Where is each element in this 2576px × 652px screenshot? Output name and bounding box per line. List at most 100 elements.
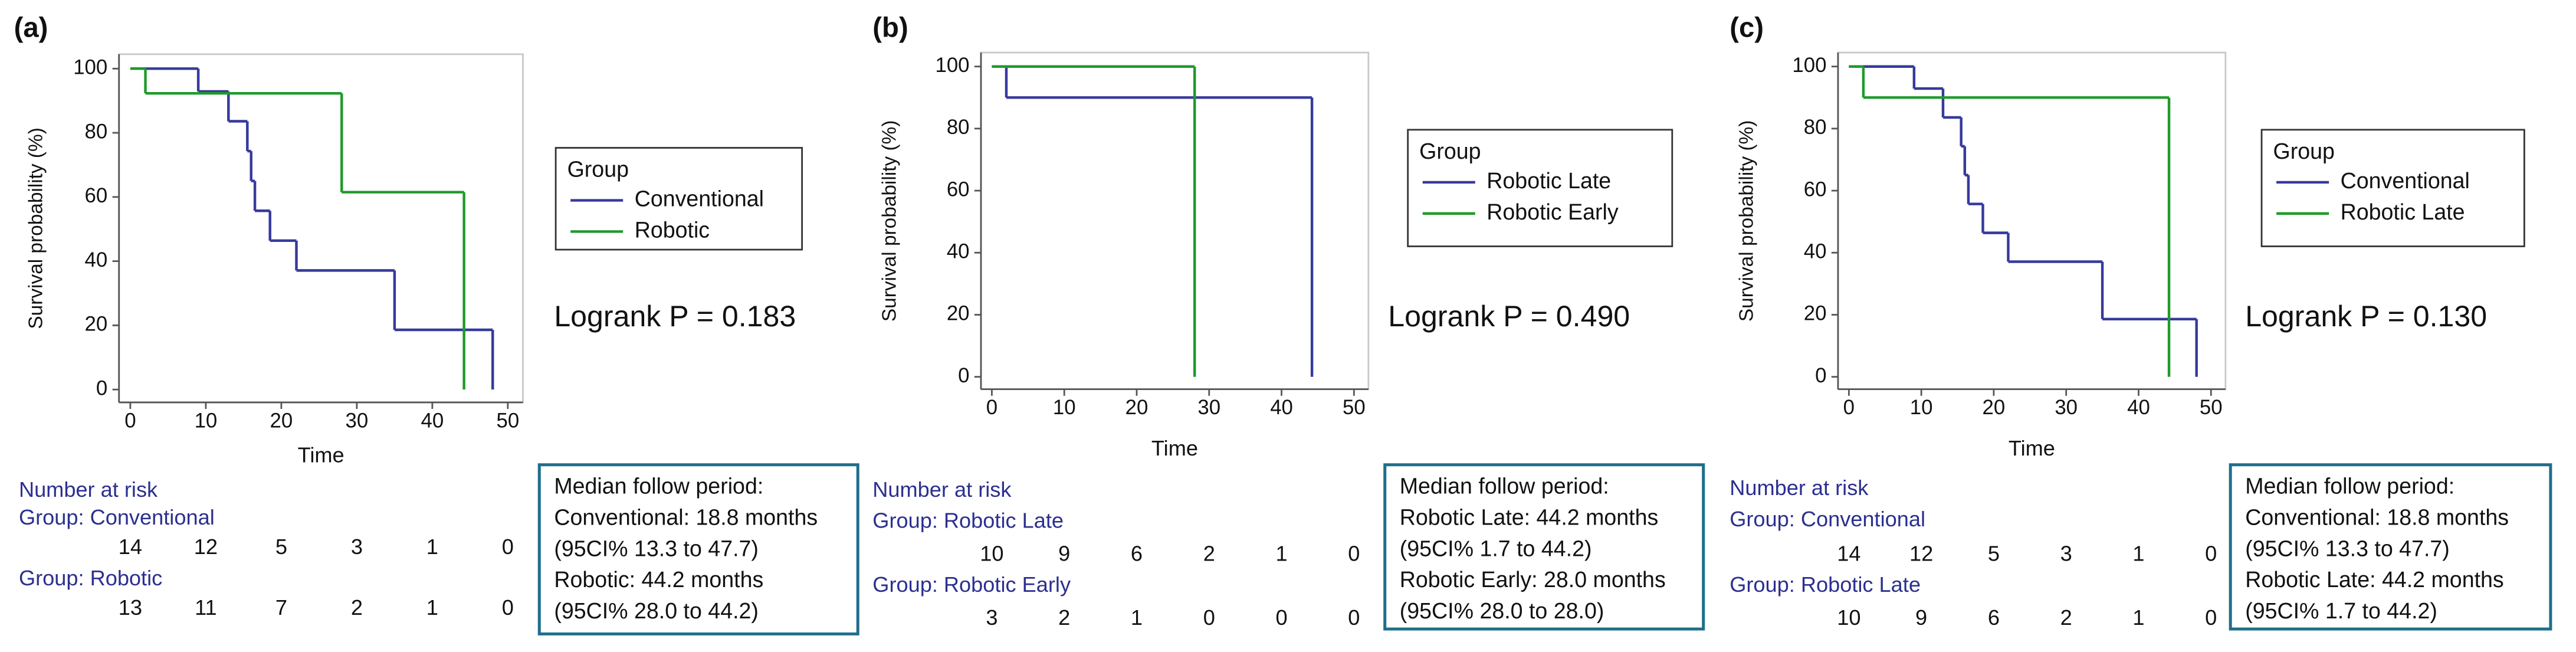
- median-line: Robotic Late: 44.2 months: [2245, 567, 2503, 592]
- legend-label: Robotic Early: [1486, 199, 1619, 224]
- y-tick-label: 0: [1815, 365, 1826, 387]
- y-tick-label: 100: [1792, 54, 1826, 77]
- median-line: (95CI% 13.3 to 47.7): [554, 536, 759, 561]
- risk-count: 9: [1058, 541, 1070, 565]
- risk-count: 0: [2205, 605, 2217, 630]
- risk-count: 2: [351, 595, 363, 620]
- plot-frame: [1837, 51, 2227, 391]
- risk-group-label: Group: Robotic Early: [872, 572, 1071, 597]
- risk-count: 6: [1131, 541, 1143, 565]
- median-line: (95CI% 1.7 to 44.2): [2245, 598, 2437, 623]
- risk-count: 1: [426, 595, 438, 620]
- plot-frame: [980, 51, 1370, 391]
- median-line: Robotic Early: 28.0 months: [1400, 567, 1666, 592]
- x-tick-label: 20: [1125, 397, 1148, 419]
- risk-count: 2: [1203, 541, 1215, 565]
- risk-count: 0: [502, 595, 514, 620]
- y-tick-label: 20: [1804, 303, 1827, 325]
- risk-group-label: Group: Robotic: [19, 566, 162, 590]
- risk-group-label: Group: Robotic Late: [872, 509, 1064, 533]
- logrank-annotation: Logrank P = 0.183: [554, 300, 796, 333]
- panel-label: (c): [1730, 12, 1764, 44]
- risk-count: 0: [1348, 541, 1360, 565]
- y-tick-label: 60: [1804, 178, 1827, 201]
- risk-count: 6: [1988, 605, 2000, 630]
- y-tick-label: 0: [96, 377, 107, 399]
- logrank-annotation: Logrank P = 0.130: [2245, 300, 2487, 333]
- x-tick-label: 40: [2127, 397, 2150, 419]
- risk-count: 11: [195, 595, 217, 620]
- median-line: Median follow period:: [2245, 474, 2454, 499]
- legend-title: Group: [1419, 139, 1481, 163]
- risk-count: 5: [1988, 541, 2000, 565]
- x-tick-label: 0: [124, 410, 136, 433]
- median-line: (95CI% 28.0 to 44.2): [554, 598, 759, 623]
- risk-count: 1: [1275, 541, 1287, 565]
- risk-count: 10: [1837, 605, 1860, 630]
- y-tick-label: 80: [85, 120, 108, 143]
- y-tick-label: 40: [85, 249, 108, 271]
- risk-count: 0: [502, 535, 514, 559]
- x-tick-label: 0: [1843, 397, 1855, 419]
- y-tick-label: 60: [85, 185, 108, 207]
- x-tick-label: 40: [1270, 397, 1293, 419]
- x-axis-label: Time: [1151, 436, 1198, 460]
- risk-count: 12: [194, 535, 218, 559]
- y-tick-label: 20: [85, 313, 108, 336]
- median-line: (95CI% 28.0 to 28.0): [1400, 598, 1604, 623]
- x-tick-label: 10: [195, 410, 218, 433]
- risk-group-label: Group: Conventional: [19, 505, 215, 529]
- x-axis-label: Time: [298, 443, 344, 467]
- risk-count: 0: [1275, 605, 1287, 630]
- x-tick-label: 20: [1983, 397, 2006, 419]
- legend-box: [1407, 129, 1673, 247]
- legend-box: [2260, 129, 2525, 247]
- median-line: Conventional: 18.8 months: [554, 504, 818, 529]
- median-line: (95CI% 13.3 to 47.7): [2245, 536, 2450, 561]
- panel-label: (a): [14, 12, 48, 44]
- risk-count: 1: [1131, 605, 1143, 630]
- logrank-annotation: Logrank P = 0.490: [1388, 300, 1630, 333]
- median-box: [1383, 463, 1705, 631]
- legend-label: Robotic Late: [1486, 168, 1611, 193]
- risk-count: 14: [119, 535, 142, 559]
- risk-count: 5: [275, 535, 287, 559]
- y-tick-label: 40: [1804, 240, 1827, 263]
- x-tick-label: 30: [2055, 397, 2078, 419]
- y-tick-label: 100: [935, 54, 969, 77]
- x-tick-label: 10: [1910, 397, 1933, 419]
- median-line: Robotic: 44.2 months: [554, 567, 763, 592]
- risk-title: Number at risk: [19, 477, 158, 502]
- x-tick-label: 30: [346, 410, 369, 433]
- risk-count: 12: [1909, 541, 1933, 565]
- legend-label: Conventional: [2341, 168, 2470, 193]
- risk-count: 3: [351, 535, 363, 559]
- median-line: Conventional: 18.8 months: [2245, 504, 2509, 529]
- y-tick-label: 20: [947, 303, 970, 325]
- legend-title: Group: [567, 156, 629, 181]
- risk-title: Number at risk: [1730, 476, 1869, 500]
- risk-count: 9: [1915, 605, 1927, 630]
- legend-label: Robotic: [635, 217, 710, 242]
- panel-label: (b): [872, 12, 908, 44]
- risk-count: 14: [1837, 541, 1860, 565]
- risk-count: 10: [980, 541, 1003, 565]
- plot-frame: [118, 53, 524, 404]
- x-tick-label: 50: [497, 410, 520, 433]
- legend-label: Conventional: [635, 186, 764, 211]
- x-tick-label: 10: [1053, 397, 1076, 419]
- x-tick-label: 0: [986, 397, 997, 419]
- median-box: [2229, 463, 2552, 631]
- risk-count: 7: [275, 595, 287, 620]
- risk-count: 1: [2132, 605, 2144, 630]
- y-tick-label: 80: [947, 116, 970, 139]
- risk-count: 3: [2060, 541, 2072, 565]
- y-tick-label: 80: [1804, 116, 1827, 139]
- risk-count: 0: [1348, 605, 1360, 630]
- risk-title: Number at risk: [872, 477, 1012, 502]
- risk-count: 2: [2060, 605, 2072, 630]
- median-line: Robotic Late: 44.2 months: [1400, 504, 1659, 529]
- x-tick-label: 50: [2200, 397, 2223, 419]
- legend-title: Group: [2273, 139, 2335, 163]
- y-tick-label: 40: [947, 240, 970, 263]
